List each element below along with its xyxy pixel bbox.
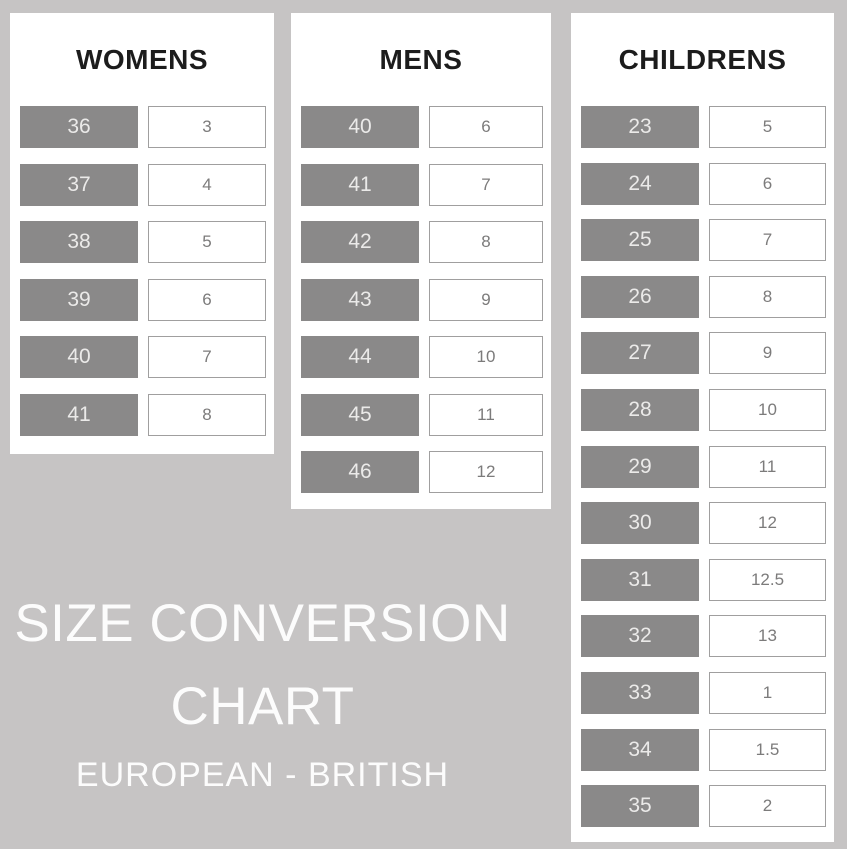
european-size-cell: 23 [581, 106, 699, 148]
european-size-cell: 43 [301, 278, 419, 321]
british-size-cell: 9 [429, 278, 543, 321]
british-size-cell: 12.5 [709, 558, 826, 601]
british-size-cell: 12 [429, 451, 543, 493]
size-row: 42 8 [301, 221, 543, 263]
british-size-cell: 12 [709, 502, 826, 545]
size-row: 43 9 [301, 278, 543, 321]
title-subtitle: EUROPEAN - BRITISH [75, 756, 450, 794]
european-size-cell: 41 [20, 393, 138, 436]
british-size-cell: 6 [709, 162, 826, 205]
british-size-cell: 2 [709, 785, 826, 828]
size-row: 33 1 [581, 671, 826, 714]
mens-rows: 40 6 41 7 42 8 43 9 44 10 45 11 46 12 [291, 106, 551, 493]
european-size-cell: 30 [581, 502, 699, 545]
size-row: 23 5 [581, 106, 826, 148]
size-row: 32 13 [581, 615, 826, 658]
size-row: 28 10 [581, 388, 826, 431]
size-row: 41 8 [20, 393, 266, 436]
british-size-cell: 11 [429, 393, 543, 436]
womens-panel: WOMENS 36 3 37 4 38 5 39 6 40 7 41 8 [10, 13, 274, 454]
size-row: 38 5 [20, 221, 266, 263]
european-size-cell: 24 [581, 162, 699, 205]
size-row: 45 11 [301, 393, 543, 436]
size-row: 44 10 [301, 336, 543, 378]
british-size-cell: 7 [709, 219, 826, 262]
british-size-cell: 8 [148, 393, 266, 436]
size-row: 46 12 [301, 451, 543, 493]
mens-panel: MENS 40 6 41 7 42 8 43 9 44 10 45 11 46 12 [291, 13, 551, 509]
british-size-cell: 10 [429, 336, 543, 378]
british-size-cell: 1.5 [709, 728, 826, 771]
european-size-cell: 45 [301, 393, 419, 436]
british-size-cell: 13 [709, 615, 826, 658]
size-row: 25 7 [581, 219, 826, 262]
size-row: 36 3 [20, 106, 266, 148]
size-row: 40 6 [301, 106, 543, 148]
size-row: 31 12.5 [581, 558, 826, 601]
british-size-cell: 8 [709, 275, 826, 318]
european-size-cell: 26 [581, 275, 699, 318]
british-size-cell: 5 [148, 221, 266, 263]
european-size-cell: 40 [20, 336, 138, 378]
british-size-cell: 7 [148, 336, 266, 378]
british-size-cell: 6 [429, 106, 543, 148]
european-size-cell: 41 [301, 163, 419, 206]
size-row: 39 6 [20, 278, 266, 321]
european-size-cell: 34 [581, 728, 699, 771]
british-size-cell: 1 [709, 671, 826, 714]
womens-heading: WOMENS [75, 43, 209, 75]
size-row: 41 7 [301, 163, 543, 206]
size-row: 29 11 [581, 445, 826, 488]
european-size-cell: 33 [581, 671, 699, 714]
european-size-cell: 36 [20, 106, 138, 148]
european-size-cell: 29 [581, 445, 699, 488]
british-size-cell: 7 [429, 163, 543, 206]
european-size-cell: 38 [20, 221, 138, 263]
european-size-cell: 37 [20, 163, 138, 206]
european-size-cell: 39 [20, 278, 138, 321]
british-size-cell: 5 [709, 106, 826, 148]
british-size-cell: 6 [148, 278, 266, 321]
childrens-heading: CHILDRENS [618, 43, 787, 75]
british-size-cell: 10 [709, 388, 826, 431]
european-size-cell: 25 [581, 219, 699, 262]
size-row: 40 7 [20, 336, 266, 378]
british-size-cell: 9 [709, 332, 826, 375]
size-row: 30 12 [581, 502, 826, 545]
european-size-cell: 42 [301, 221, 419, 263]
title-line-1: SIZE CONVERSION [14, 594, 511, 653]
size-row: 37 4 [20, 163, 266, 206]
european-size-cell: 35 [581, 785, 699, 828]
british-size-cell: 3 [148, 106, 266, 148]
size-row: 35 2 [581, 785, 826, 828]
european-size-cell: 32 [581, 615, 699, 658]
british-size-cell: 11 [709, 445, 826, 488]
british-size-cell: 8 [429, 221, 543, 263]
size-row: 34 1.5 [581, 728, 826, 771]
european-size-cell: 31 [581, 558, 699, 601]
childrens-rows: 23 5 24 6 25 7 26 8 27 9 28 10 29 11 30 12 31 12.5 32 13 33 1… [571, 106, 834, 828]
british-size-cell: 4 [148, 163, 266, 206]
european-size-cell: 28 [581, 388, 699, 431]
childrens-panel: CHILDRENS 23 5 24 6 25 7 26 8 27 9 28 10 29 11 30 12 31 1… [571, 13, 834, 842]
womens-rows: 36 3 37 4 38 5 39 6 40 7 41 8 [10, 106, 274, 436]
size-row: 24 6 [581, 162, 826, 205]
european-size-cell: 46 [301, 451, 419, 493]
size-row: 27 9 [581, 332, 826, 375]
mens-heading: MENS [379, 43, 463, 75]
size-row: 26 8 [581, 275, 826, 318]
title-block: SIZE CONVERSION CHART EUROPEAN - BRITISH [0, 582, 525, 802]
title-line-2: CHART [170, 677, 355, 736]
european-size-cell: 40 [301, 106, 419, 148]
european-size-cell: 44 [301, 336, 419, 378]
european-size-cell: 27 [581, 332, 699, 375]
